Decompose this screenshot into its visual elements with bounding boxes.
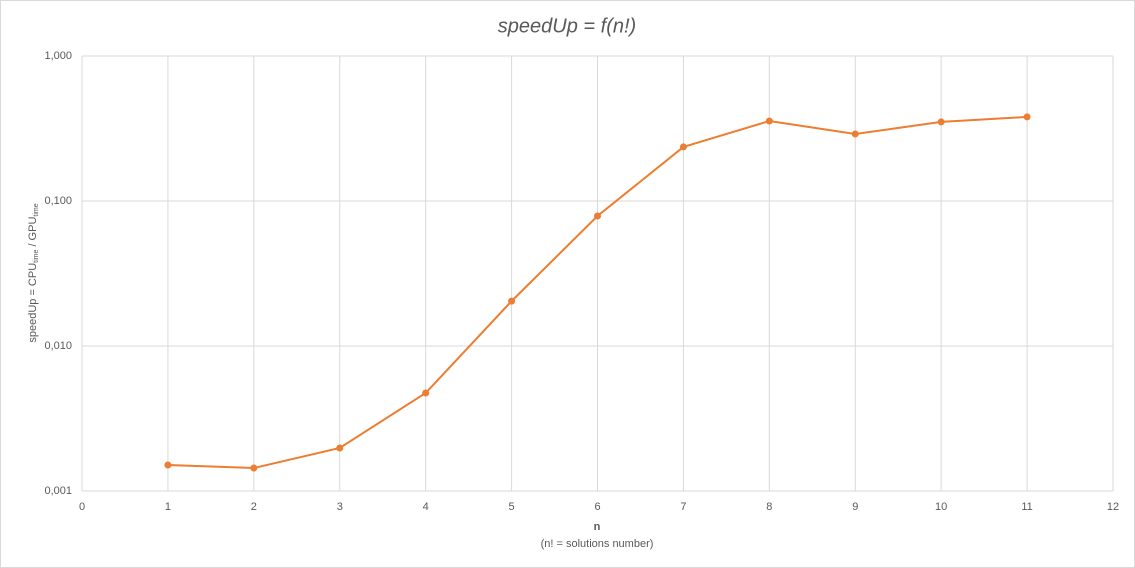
x-tick-label: 10 [935, 501, 947, 513]
y-tick-label: 0,010 [44, 340, 72, 352]
x-axis-note: (n! = solutions number) [541, 538, 654, 550]
y-label-part: / GPU [27, 217, 39, 250]
y-axis-label: speedUp = CPUtime / GPUtime [27, 203, 40, 342]
data-point [851, 130, 859, 138]
data-point [765, 117, 773, 125]
x-tick-label: 4 [423, 501, 429, 513]
data-point [937, 118, 945, 126]
data-point [508, 297, 516, 305]
data-point [250, 464, 258, 472]
data-point [679, 143, 687, 151]
x-axis-label: n [594, 521, 601, 533]
chart-title: speedUp = f(n!) [498, 15, 636, 37]
x-tick-label: 1 [165, 501, 171, 513]
x-tick-label: 2 [251, 501, 257, 513]
x-tick-label: 0 [79, 501, 85, 513]
y-label-sub: time [33, 203, 40, 216]
x-tick-label: 9 [852, 501, 858, 513]
data-point [594, 212, 601, 220]
data-point [422, 389, 430, 397]
x-tick-label: 12 [1107, 501, 1119, 513]
data-point [164, 461, 172, 469]
x-tick-label: 5 [509, 501, 515, 513]
x-tick-label: 11 [1021, 501, 1032, 513]
y-tick-label: 1,000 [44, 50, 72, 62]
y-tick-label: 0,100 [44, 195, 72, 207]
y-label-sub: time [33, 250, 40, 263]
data-point [1023, 113, 1031, 121]
x-tick-label: 3 [337, 501, 343, 513]
data-point [336, 444, 344, 452]
y-tick-label: 0,001 [44, 485, 72, 497]
x-tick-label: 7 [680, 501, 686, 513]
x-tick-label: 6 [594, 501, 600, 513]
x-tick-label: 8 [766, 501, 772, 513]
y-label-part: speedUp = CPU [27, 263, 39, 343]
